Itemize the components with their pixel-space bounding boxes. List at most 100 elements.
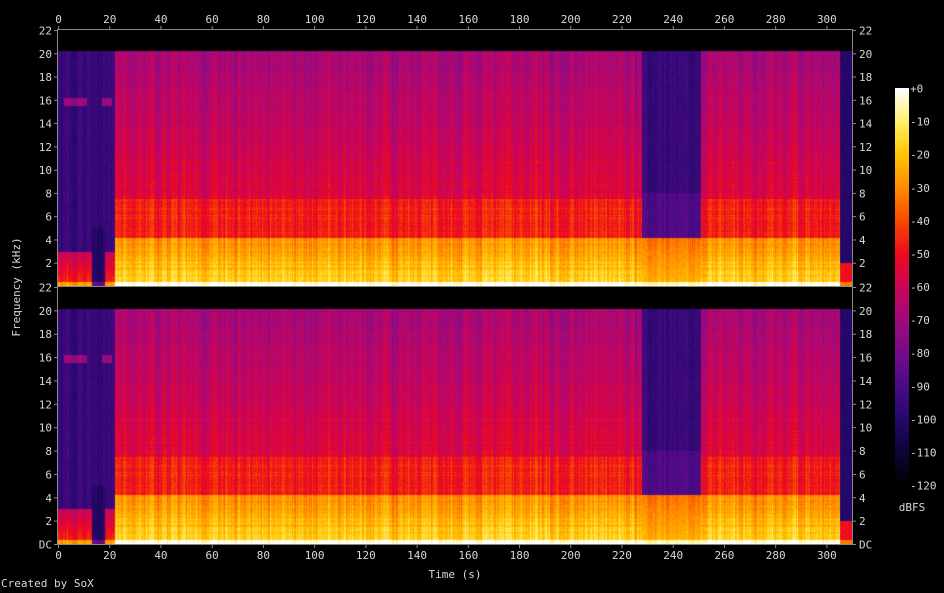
x-tick-label-bottom: 100 [305,549,325,562]
x-tick-label-bottom: 80 [257,549,270,562]
y-tick-label-left: 6 [45,211,52,224]
y-tick-label-right: 2 [859,515,866,528]
colorbar-tick-label: +0 [910,83,923,96]
y-tick-label-left: 18 [39,328,52,341]
x-tick-label-top: 60 [206,13,219,26]
y-tick-label-right: 12 [859,141,872,154]
x-tick-label-top: 220 [612,13,632,26]
y-tick-label-left: 18 [39,71,52,84]
y-tick-label-left: 2 [45,257,52,270]
colorbar-tick-label: -120 [910,480,937,493]
y-tick-label-left: 14 [39,375,53,388]
y-tick-label-left: 12 [39,141,52,154]
y-tick-label-right: 22 [859,282,872,295]
y-tick-label-right: 16 [859,352,872,365]
y-tick-label-right: 2 [859,257,866,270]
y-tick-label-right: 6 [859,468,866,481]
x-tick-label-bottom: 60 [206,549,219,562]
y-tick-label-left: 10 [39,164,52,177]
x-tick-label-top: 300 [817,13,837,26]
x-tick-label-top: 20 [103,13,116,26]
colorbar-tick-label: -70 [910,314,930,327]
y-tick-label-left: 4 [45,492,52,505]
y-tick-label-left: 16 [39,352,52,365]
channel-1-spectrogram [58,30,852,286]
colorbar-label: dBFS [899,501,926,514]
x-tick-label-top: 240 [663,13,683,26]
x-tick-label-bottom: 300 [817,549,837,562]
x-tick-label-bottom: 120 [356,549,376,562]
x-tick-label-bottom: 160 [458,549,478,562]
colorbar-tick-label: -20 [910,149,930,162]
y-tick-label-left: 6 [45,468,52,481]
colorbar [895,88,909,486]
x-tick-label-bottom: 260 [714,549,734,562]
x-tick-label-bottom: 200 [561,549,581,562]
channel-2-spectrogram [58,287,852,544]
x-tick-label-bottom: 240 [663,549,683,562]
x-tick-label-top: 140 [407,13,427,26]
y-tick-label-left: 8 [45,187,52,200]
y-tick-label-left: 20 [39,305,52,318]
y-tick-label-right: 22 [859,25,872,38]
colorbar-tick-label: -80 [910,347,930,360]
x-tick-label-top: 160 [458,13,478,26]
x-tick-label-bottom: 140 [407,549,427,562]
colorbar-tick-label: -30 [910,182,930,195]
y-tick-label-left: 14 [39,118,53,131]
credit-text: Created by SoX [1,577,94,590]
y-tick-label-left: 20 [39,48,52,61]
y-tick-label-left: 12 [39,398,52,411]
colorbar-tick-label: -60 [910,281,930,294]
x-tick-label-top: 200 [561,13,581,26]
y-tick-label-left: 8 [45,445,52,458]
x-tick-label-top: 120 [356,13,376,26]
y-tick-label-right: 10 [859,422,872,435]
x-tick-label-top: 260 [714,13,734,26]
colorbar-tick-label: -110 [910,446,937,459]
colorbar-tick-label: -90 [910,380,930,393]
y-tick-label-right: 8 [859,445,866,458]
y-tick-label-right: 12 [859,398,872,411]
y-axis-label: Frequency (kHz) [10,237,23,336]
y-tick-label-right: 16 [859,94,872,107]
y-tick-label-right: 4 [859,234,866,247]
x-tick-label-top: 180 [510,13,530,26]
y-tick-label-right: 14 [859,118,873,131]
colorbar-tick-label: -10 [910,116,930,129]
y-tick-label-left: 2 [45,515,52,528]
x-tick-label-top: 280 [766,13,786,26]
x-axis-label: Time (s) [429,568,482,581]
x-tick-label-bottom: 280 [766,549,786,562]
x-tick-label-bottom: 0 [55,549,62,562]
y-tick-label-left: 22 [39,282,52,295]
x-tick-label-bottom: 40 [154,549,167,562]
x-tick-label-top: 100 [305,13,325,26]
y-tick-label-left: 10 [39,422,52,435]
y-tick-label-left: 22 [39,25,52,38]
y-tick-label-right: 10 [859,164,872,177]
y-tick-label-left: DC [39,539,52,552]
colorbar-tick-label: -100 [910,413,937,426]
x-tick-label-top: 40 [154,13,167,26]
x-tick-label-top: 80 [257,13,270,26]
y-tick-label-right: 20 [859,305,872,318]
x-tick-label-top: 0 [55,13,62,26]
x-tick-label-bottom: 220 [612,549,632,562]
y-tick-label-left: 16 [39,94,52,107]
x-tick-label-bottom: 180 [510,549,530,562]
y-tick-label-right: 18 [859,328,872,341]
y-tick-label-right: 6 [859,211,866,224]
y-tick-label-right: 8 [859,187,866,200]
y-tick-label-right: 20 [859,48,872,61]
colorbar-tick-label: -50 [910,248,930,261]
colorbar-tick-label: -40 [910,215,930,228]
y-tick-label-right: DC [859,539,872,552]
x-tick-label-bottom: 20 [103,549,116,562]
y-tick-label-right: 18 [859,71,872,84]
y-tick-label-right: 14 [859,375,873,388]
y-tick-label-left: 4 [45,234,52,247]
y-tick-label-right: 4 [859,492,866,505]
